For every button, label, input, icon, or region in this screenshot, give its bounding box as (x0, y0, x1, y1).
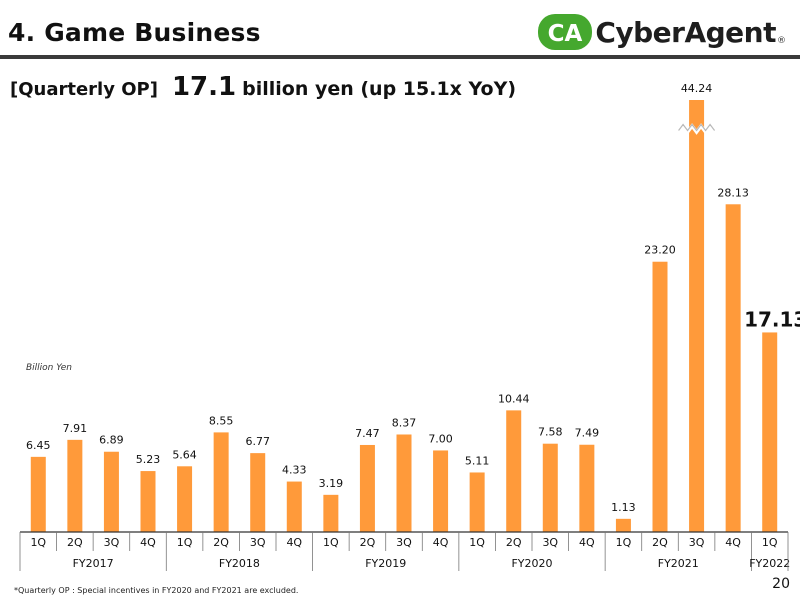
data-label-13: 10.44 (498, 392, 530, 405)
cyberagent-logo-mark-icon: CA (538, 14, 593, 50)
data-label-18: 44.24 (681, 82, 713, 95)
chart-unit-label: Billion Yen (26, 363, 72, 373)
data-label-0: 6.45 (26, 439, 51, 452)
bar-10 (396, 434, 412, 532)
bar-0 (30, 456, 46, 532)
x-tick-label-5: 2Q (213, 536, 229, 549)
footnote: *Quarterly OP : Special incentives in FY… (14, 586, 299, 595)
x-tick-label-7: 4Q (286, 536, 302, 549)
bar-14 (542, 443, 558, 532)
data-label-15: 7.49 (575, 427, 600, 440)
bar-1 (67, 439, 83, 532)
x-tick-label-17: 2Q (652, 536, 668, 549)
data-label-17: 23.20 (644, 244, 676, 257)
logo-wordmark: CyberAgent (595, 15, 776, 49)
bar-17 (652, 261, 668, 532)
x-tick-label-6: 3Q (250, 536, 266, 549)
cyberagent-logo: CA CyberAgent ® (537, 12, 786, 52)
x-tick-label-10: 3Q (396, 536, 412, 549)
group-label-5: FY2022 (749, 557, 790, 570)
data-label-6: 6.77 (245, 435, 270, 448)
x-tick-label-16: 1Q (616, 536, 632, 549)
data-label-8: 3.19 (319, 477, 344, 490)
bar-12 (469, 472, 485, 532)
x-tick-label-9: 2Q (360, 536, 376, 549)
logo-registered-mark: ® (777, 36, 786, 46)
data-label-10: 8.37 (392, 416, 417, 429)
x-tick-label-13: 2Q (506, 536, 522, 549)
bar-9 (359, 444, 375, 532)
headline-unit-text: billion yen (up 15.1x YoY) (242, 78, 517, 100)
data-label-7: 4.33 (282, 464, 307, 477)
bar-18 (689, 100, 705, 532)
axis-break-mark (678, 123, 716, 132)
bar-16 (615, 518, 631, 532)
x-tick-label-4: 1Q (177, 536, 193, 549)
group-label-0: FY2017 (73, 557, 114, 570)
group-label-2: FY2019 (365, 557, 406, 570)
data-label-5: 8.55 (209, 414, 234, 427)
data-label-4: 5.64 (172, 448, 197, 461)
x-tick-label-12: 1Q (469, 536, 485, 549)
bar-13 (506, 410, 522, 532)
bar-3 (140, 471, 156, 532)
bar-19 (725, 204, 741, 532)
page-title: 4. Game Business (8, 18, 261, 47)
bar-20 (762, 332, 778, 532)
data-label-2: 6.89 (99, 434, 124, 447)
data-label-9: 7.47 (355, 427, 380, 440)
group-label-1: FY2018 (219, 557, 260, 570)
data-label-11: 7.00 (428, 432, 453, 445)
group-label-3: FY2020 (511, 557, 552, 570)
x-tick-label-18: 3Q (689, 536, 705, 549)
bar-5 (213, 432, 229, 532)
x-tick-label-14: 3Q (542, 536, 558, 549)
title-divider (0, 55, 800, 59)
x-tick-label-0: 1Q (30, 536, 46, 549)
bar-7 (286, 481, 302, 532)
headline-value: 17.1 (171, 72, 237, 102)
axis-break-mark-bg (677, 123, 716, 135)
headline-label: [Quarterly OP] (10, 79, 158, 100)
page-number: 20 (772, 576, 790, 592)
bar-4 (177, 466, 193, 532)
group-label-4: FY2021 (658, 557, 699, 570)
x-tick-label-19: 4Q (725, 536, 741, 549)
data-label-16: 1.13 (611, 501, 636, 514)
x-tick-label-2: 3Q (104, 536, 120, 549)
bar-2 (103, 451, 119, 532)
x-tick-label-20: 1Q (762, 536, 778, 549)
data-label-12: 5.11 (465, 454, 490, 467)
bar-15 (579, 444, 595, 532)
x-tick-label-11: 4Q (433, 536, 449, 549)
bar-6 (250, 453, 266, 532)
bar-11 (433, 450, 449, 532)
data-label-20: 17.13 (744, 307, 800, 331)
data-label-3: 5.23 (136, 453, 161, 466)
x-tick-label-15: 4Q (579, 536, 595, 549)
x-tick-label-8: 1Q (323, 536, 339, 549)
data-label-1: 7.91 (63, 422, 88, 435)
data-label-19: 28.13 (717, 186, 749, 199)
data-label-14: 7.58 (538, 426, 563, 439)
x-tick-label-1: 2Q (67, 536, 83, 549)
x-tick-label-3: 4Q (140, 536, 156, 549)
bar-8 (323, 494, 339, 532)
headline: [Quarterly OP] 17.1 billion yen (up 15.1… (10, 72, 516, 102)
svg-text:CA: CA (548, 21, 583, 47)
